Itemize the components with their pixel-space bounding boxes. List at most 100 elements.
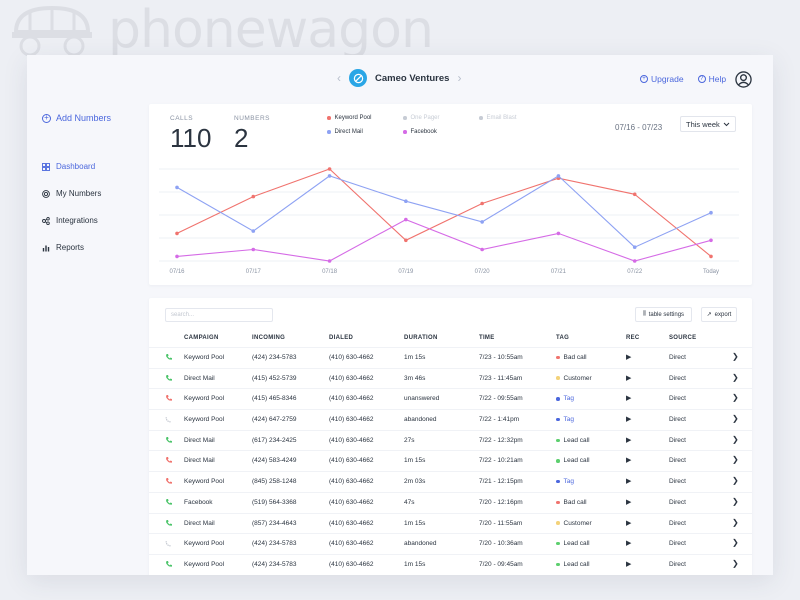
campaign-cell: Direct Mail [184,374,215,382]
tag-cell[interactable]: Tag [556,416,574,423]
data-point [175,254,179,259]
period-select-value: This week [686,119,720,129]
sidebar-nav: Dashboard My Numbers Integrations Report… [42,153,101,261]
incoming-cell: (857) 234-4643 [252,519,297,527]
tag-cell[interactable]: Lead call [556,540,590,547]
row-chevron-right-icon[interactable]: ❯ [732,372,739,382]
row-chevron-right-icon[interactable]: ❯ [732,434,739,444]
tag-cell[interactable]: Customer [556,375,592,382]
play-recording-icon[interactable]: ▶ [626,498,632,506]
play-recording-icon[interactable]: ▶ [626,519,632,527]
x-tick-label: 07/19 [398,269,414,275]
data-point [480,201,484,206]
table-row[interactable]: Keyword Pool (424) 234-5783 (410) 630-46… [149,347,752,368]
data-point [327,259,332,263]
col-source[interactable]: SOURCE [669,335,697,341]
sidebar-item-my-numbers[interactable]: My Numbers [42,180,101,207]
row-chevron-right-icon[interactable]: ❯ [732,352,739,361]
help-link[interactable]: ? Help [697,74,726,84]
table-settings-button[interactable]: ⫼ table settings [635,307,692,322]
user-avatar-icon[interactable] [735,71,752,88]
table-row[interactable]: Keyword Pool (424) 234-5783 (410) 630-46… [149,533,752,554]
play-recording-icon[interactable]: ▶ [626,560,632,568]
play-recording-icon[interactable]: ▶ [626,374,632,382]
next-org-chevron-icon[interactable]: › [457,71,462,85]
table-row[interactable]: Keyword Pool (424) 234-5783 (410) 630-46… [149,553,752,575]
col-dialed[interactable]: DIALED [329,335,354,341]
sidebar-item-reports[interactable]: Reports [42,234,101,261]
source-cell: Direct [669,560,686,568]
period-select[interactable]: This week [680,116,736,132]
col-rec[interactable]: REC [626,335,640,341]
play-recording-icon[interactable]: ▶ [626,540,632,548]
incoming-cell: (424) 647-2759 [252,416,297,424]
top-links: + Upgrade ? Help [640,74,726,84]
tag-label: Lead call [563,560,590,568]
sidebar-item-label: Reports [56,243,85,252]
table-row[interactable]: Facebook (519) 564-3368 (410) 630-4662 4… [149,491,752,513]
row-chevron-right-icon[interactable]: ❯ [732,517,739,527]
play-recording-icon[interactable]: ▶ [626,395,632,403]
table-row[interactable]: Direct Mail (415) 452-5739 (410) 630-466… [149,367,752,389]
play-recording-icon[interactable]: ▶ [626,457,632,465]
sidebar-item-integrations[interactable]: Integrations [42,207,101,234]
tag-cell[interactable]: Tag [556,395,574,402]
table-row[interactable]: Direct Mail (617) 234-2425 (410) 630-466… [149,429,752,451]
table-row[interactable]: Direct Mail (857) 234-4643 (410) 630-466… [149,512,752,534]
play-recording-icon[interactable]: ▶ [626,436,632,444]
table-row[interactable]: Keyword Pool (845) 258-1248 (410) 630-46… [149,471,752,492]
plus-circle-icon: + [42,113,51,123]
tag-cell[interactable]: Lead call [556,561,590,568]
col-campaign[interactable]: CAMPAIGN [184,335,219,341]
row-chevron-right-icon[interactable]: ❯ [732,496,739,506]
col-time[interactable]: TIME [479,335,495,341]
col-incoming[interactable]: INCOMING [252,335,286,341]
campaign-cell: Keyword Pool [184,540,225,548]
export-button[interactable]: ↗ export [701,307,737,322]
prev-org-chevron-icon[interactable]: ‹ [337,71,341,85]
col-duration[interactable]: DURATION [404,335,438,341]
duration-cell: 27s [404,436,415,444]
call-status-icon [165,498,173,508]
call-status-icon [165,436,173,446]
legend-email-blast[interactable]: Email Blast [479,115,555,121]
row-chevron-right-icon[interactable]: ❯ [732,538,739,548]
tag-cell[interactable]: Bad call [556,354,587,361]
call-status-icon [165,477,173,487]
legend-keyword-pool[interactable]: Keyword Pool [327,115,403,121]
table-row[interactable]: Keyword Pool (415) 465-8346 (410) 630-46… [149,388,752,409]
search-input[interactable]: search... [165,308,273,322]
row-chevron-right-icon[interactable]: ❯ [732,558,739,568]
play-recording-icon[interactable]: ▶ [626,478,632,486]
tag-cell[interactable]: Bad call [556,499,587,506]
incoming-cell: (415) 452-5739 [252,374,297,382]
row-chevron-right-icon[interactable]: ❯ [732,414,739,424]
play-recording-icon[interactable]: ▶ [626,354,632,361]
bar-chart-icon [42,245,50,251]
tag-cell[interactable]: Lead call [556,457,590,464]
campaign-cell: Keyword Pool [184,416,225,424]
tag-cell[interactable]: Customer [556,520,592,527]
grid-icon [42,162,50,171]
x-tick-label: 07/22 [627,269,643,275]
row-chevron-right-icon[interactable]: ❯ [732,393,739,403]
org-name[interactable]: Cameo Ventures [375,72,450,84]
play-recording-icon[interactable]: ▶ [626,416,632,424]
col-tag[interactable]: TAG [556,335,570,341]
data-point [327,167,332,171]
sidebar-item-dashboard[interactable]: Dashboard [42,153,101,180]
tag-cell[interactable]: Lead call [556,437,590,444]
table-row[interactable]: Keyword Pool (424) 647-2759 (410) 630-46… [149,409,752,430]
tag-cell[interactable]: Tag [556,478,574,485]
time-cell: 7/20 - 11:55am [479,519,523,527]
add-numbers-button[interactable]: + Add Numbers [42,113,111,123]
dialed-cell: (410) 630-4662 [329,457,374,465]
legend-one-pager[interactable]: One Pager [403,115,479,121]
table-row[interactable]: Direct Mail (424) 583-4249 (410) 630-466… [149,450,752,471]
tag-dot [556,562,560,567]
legend-facebook[interactable]: Facebook [403,129,479,135]
upgrade-link[interactable]: + Upgrade [640,74,684,84]
row-chevron-right-icon[interactable]: ❯ [732,455,739,465]
legend-direct-mail[interactable]: Direct Mail [327,129,403,135]
row-chevron-right-icon[interactable]: ❯ [732,476,739,486]
